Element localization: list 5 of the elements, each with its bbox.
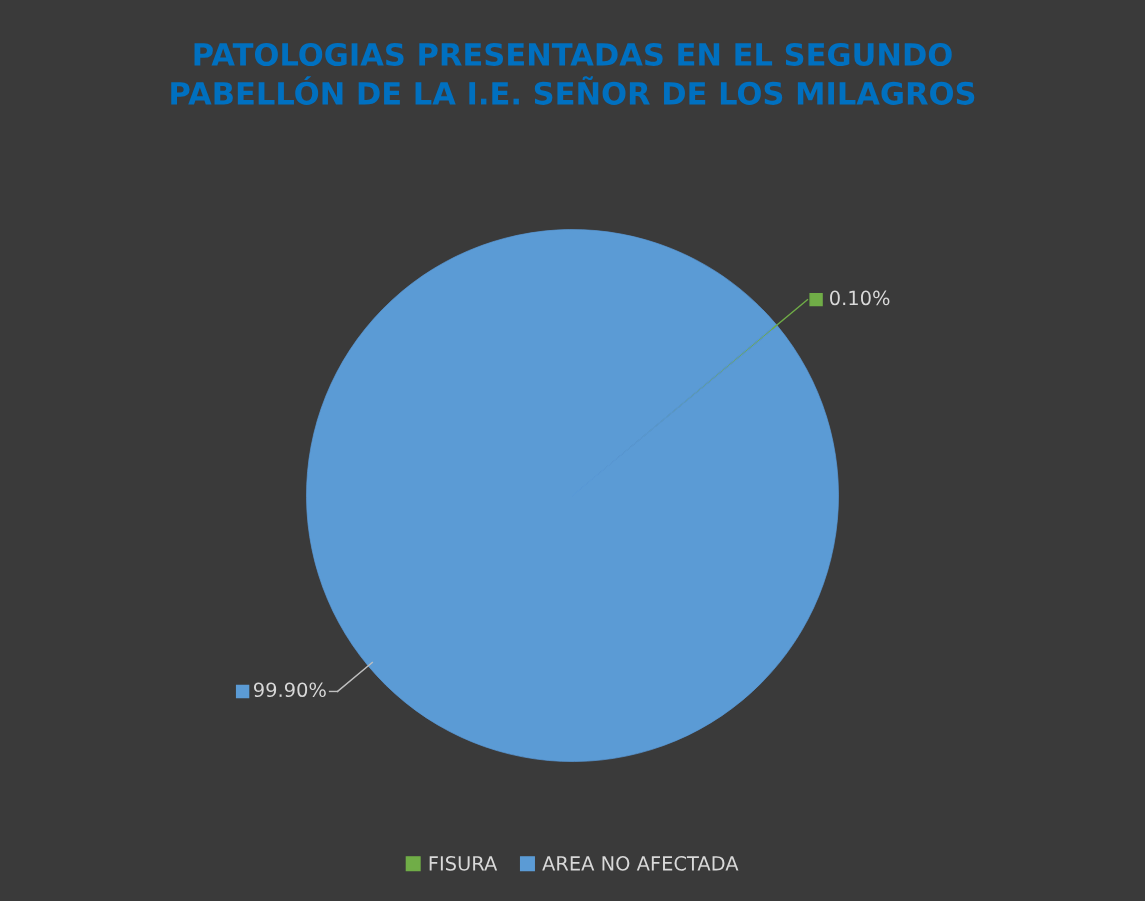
legend-label: AREA NO AFECTADA — [542, 856, 739, 871]
chart-title: PATOLOGIAS PRESENTADAS EN EL SEGUNDO PABELLÓN DE LA I.E. SEÑOR DE LOS MILAGROS — [171, 42, 975, 105]
data-label: 0.10% — [830, 290, 890, 306]
data-label: 99.90% — [253, 682, 326, 698]
legend-label: FISURA — [429, 856, 498, 871]
